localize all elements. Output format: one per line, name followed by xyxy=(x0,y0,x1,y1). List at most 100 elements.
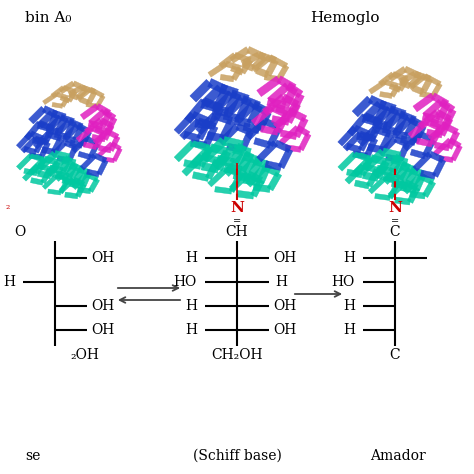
Polygon shape xyxy=(76,123,90,134)
Polygon shape xyxy=(388,66,407,82)
Polygon shape xyxy=(246,165,267,187)
Polygon shape xyxy=(422,181,436,198)
Polygon shape xyxy=(353,151,367,159)
Polygon shape xyxy=(180,118,201,140)
Polygon shape xyxy=(174,141,195,162)
Polygon shape xyxy=(384,175,399,184)
Polygon shape xyxy=(383,172,400,183)
Polygon shape xyxy=(196,113,218,135)
Polygon shape xyxy=(48,189,61,195)
Polygon shape xyxy=(359,158,373,176)
Polygon shape xyxy=(51,137,64,154)
Polygon shape xyxy=(94,153,107,163)
Text: C: C xyxy=(390,348,401,362)
Polygon shape xyxy=(382,126,398,136)
Polygon shape xyxy=(91,134,105,142)
Polygon shape xyxy=(255,110,271,131)
Polygon shape xyxy=(409,74,427,90)
Polygon shape xyxy=(353,155,374,176)
Polygon shape xyxy=(426,119,441,131)
Polygon shape xyxy=(17,132,33,149)
Polygon shape xyxy=(282,94,299,108)
Polygon shape xyxy=(410,149,426,159)
Polygon shape xyxy=(338,152,357,171)
Polygon shape xyxy=(93,130,109,145)
Polygon shape xyxy=(75,183,86,198)
Polygon shape xyxy=(55,164,72,182)
Text: OH: OH xyxy=(273,299,297,313)
Polygon shape xyxy=(431,93,449,107)
Polygon shape xyxy=(374,193,390,201)
Polygon shape xyxy=(286,103,301,124)
Polygon shape xyxy=(276,64,289,81)
Polygon shape xyxy=(73,177,85,187)
Polygon shape xyxy=(389,106,406,118)
Polygon shape xyxy=(28,106,46,124)
Polygon shape xyxy=(90,87,104,98)
Polygon shape xyxy=(424,74,441,86)
Text: H: H xyxy=(185,299,197,313)
Polygon shape xyxy=(398,78,409,91)
Polygon shape xyxy=(414,71,431,82)
Polygon shape xyxy=(279,126,300,145)
Polygon shape xyxy=(56,92,68,100)
Polygon shape xyxy=(219,53,237,68)
Polygon shape xyxy=(99,146,111,153)
Polygon shape xyxy=(385,154,401,163)
Polygon shape xyxy=(37,122,51,132)
Polygon shape xyxy=(72,137,88,153)
Polygon shape xyxy=(102,109,116,120)
Polygon shape xyxy=(433,138,452,156)
Polygon shape xyxy=(234,158,257,181)
Polygon shape xyxy=(362,114,378,126)
Polygon shape xyxy=(373,120,388,130)
Polygon shape xyxy=(257,76,281,97)
Polygon shape xyxy=(224,163,242,175)
Polygon shape xyxy=(215,150,230,171)
Polygon shape xyxy=(72,173,88,190)
Polygon shape xyxy=(87,91,97,104)
Polygon shape xyxy=(253,184,271,192)
Polygon shape xyxy=(407,187,419,203)
Polygon shape xyxy=(449,138,461,148)
Polygon shape xyxy=(256,164,271,184)
Polygon shape xyxy=(384,80,399,88)
Polygon shape xyxy=(265,59,278,76)
Polygon shape xyxy=(85,172,99,182)
Polygon shape xyxy=(219,84,238,98)
Polygon shape xyxy=(29,157,47,174)
Polygon shape xyxy=(357,127,377,146)
Polygon shape xyxy=(83,142,97,149)
Polygon shape xyxy=(46,115,63,132)
Polygon shape xyxy=(352,96,373,117)
Polygon shape xyxy=(413,93,435,112)
Polygon shape xyxy=(95,126,109,135)
Polygon shape xyxy=(56,174,68,182)
Text: CH₂OH: CH₂OH xyxy=(211,348,263,362)
Polygon shape xyxy=(73,81,87,91)
Polygon shape xyxy=(418,109,439,128)
Polygon shape xyxy=(76,127,94,142)
Polygon shape xyxy=(205,159,220,180)
Polygon shape xyxy=(347,114,368,136)
Polygon shape xyxy=(85,118,102,134)
Polygon shape xyxy=(354,151,371,162)
Polygon shape xyxy=(60,96,70,103)
Polygon shape xyxy=(404,179,419,191)
Polygon shape xyxy=(42,106,58,118)
Polygon shape xyxy=(277,76,296,91)
Polygon shape xyxy=(85,136,99,146)
Polygon shape xyxy=(408,119,429,138)
Polygon shape xyxy=(60,114,74,124)
Polygon shape xyxy=(378,72,394,86)
Polygon shape xyxy=(64,120,76,138)
Polygon shape xyxy=(48,161,60,177)
Polygon shape xyxy=(64,192,78,199)
Text: OH: OH xyxy=(273,251,297,265)
Polygon shape xyxy=(430,118,446,129)
Polygon shape xyxy=(87,169,100,177)
Polygon shape xyxy=(243,123,260,134)
Polygon shape xyxy=(447,131,460,149)
Polygon shape xyxy=(24,146,37,155)
Polygon shape xyxy=(293,118,308,138)
